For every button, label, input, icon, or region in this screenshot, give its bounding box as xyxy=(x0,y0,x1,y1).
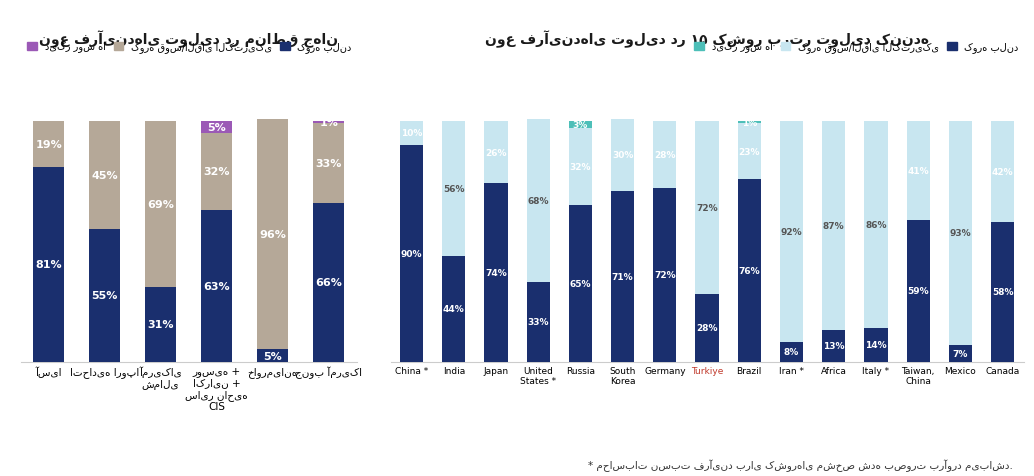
Bar xyxy=(33,167,64,362)
Bar xyxy=(443,122,465,256)
Text: 76%: 76% xyxy=(738,266,760,275)
Text: 31%: 31% xyxy=(148,319,174,329)
Bar xyxy=(696,122,719,295)
Text: 26%: 26% xyxy=(485,149,507,158)
Text: 93%: 93% xyxy=(949,229,971,238)
Bar xyxy=(257,350,288,362)
Bar xyxy=(89,230,120,362)
Text: 81%: 81% xyxy=(35,259,62,269)
Text: 5%: 5% xyxy=(207,123,226,133)
Text: 28%: 28% xyxy=(655,151,675,160)
Title: نوع فرآیندهای تولید در ۱۵ کشور برتر تولید کننده: نوع فرآیندهای تولید در ۱۵ کشور برتر تولی… xyxy=(485,30,930,48)
Text: 66%: 66% xyxy=(315,278,342,288)
Text: 63%: 63% xyxy=(204,281,230,291)
Legend: دیگر روش ها, کوره قوس/القای الکتریکی, کوره بلند: دیگر روش ها, کوره قوس/القای الکتریکی, کو… xyxy=(28,41,352,53)
Text: 10%: 10% xyxy=(401,129,422,138)
Text: 65%: 65% xyxy=(570,279,591,288)
Text: 8%: 8% xyxy=(784,347,799,357)
Text: 86%: 86% xyxy=(865,220,887,229)
Text: 32%: 32% xyxy=(570,163,591,172)
Bar xyxy=(569,122,592,129)
Bar xyxy=(653,189,676,362)
Bar xyxy=(949,122,972,345)
Text: 30%: 30% xyxy=(612,151,634,160)
Bar xyxy=(822,330,846,362)
Bar xyxy=(313,203,344,362)
Text: * محاسبات نسبت فرآیند برای کشورهای مشخص شده بصورت برآورد می‌باشد.: * محاسبات نسبت فرآیند برای کشورهای مشخص … xyxy=(588,459,1013,471)
Bar xyxy=(400,146,423,362)
Bar xyxy=(611,119,634,191)
Text: 3%: 3% xyxy=(573,121,588,130)
Bar xyxy=(400,122,423,146)
Bar xyxy=(569,206,592,362)
Text: 68%: 68% xyxy=(527,197,549,206)
Text: 19%: 19% xyxy=(35,139,62,149)
Bar xyxy=(780,122,803,343)
Bar xyxy=(485,184,508,362)
Bar xyxy=(864,328,887,362)
Bar xyxy=(949,345,972,362)
Bar xyxy=(822,122,846,330)
Bar xyxy=(737,124,761,179)
Text: 90%: 90% xyxy=(401,249,423,258)
Bar xyxy=(611,191,634,362)
Bar xyxy=(145,122,176,288)
Text: 74%: 74% xyxy=(485,268,507,278)
Text: 32%: 32% xyxy=(204,167,230,177)
Bar xyxy=(907,220,930,362)
Bar xyxy=(443,256,465,362)
Text: 87%: 87% xyxy=(823,222,845,230)
Bar xyxy=(313,122,344,124)
Text: 42%: 42% xyxy=(992,168,1013,177)
Bar xyxy=(696,295,719,362)
Bar xyxy=(864,122,887,328)
Bar xyxy=(485,122,508,184)
Bar xyxy=(202,134,232,210)
Bar xyxy=(653,122,676,189)
Text: 28%: 28% xyxy=(696,324,718,333)
Bar xyxy=(737,179,761,362)
Text: 58%: 58% xyxy=(992,288,1013,297)
Text: 69%: 69% xyxy=(147,199,174,209)
Text: 72%: 72% xyxy=(655,271,675,280)
Text: 41%: 41% xyxy=(907,167,929,175)
Text: 45%: 45% xyxy=(91,171,118,181)
Text: 44%: 44% xyxy=(443,305,464,313)
Text: 13%: 13% xyxy=(823,342,845,351)
Text: 92%: 92% xyxy=(781,228,802,237)
Text: 96%: 96% xyxy=(260,229,286,239)
Bar xyxy=(526,283,550,362)
Bar xyxy=(907,122,930,220)
Bar xyxy=(526,119,550,283)
Bar xyxy=(313,124,344,203)
Bar xyxy=(257,119,288,350)
Bar xyxy=(145,288,176,362)
Text: 55%: 55% xyxy=(91,291,118,301)
Text: 33%: 33% xyxy=(315,159,342,169)
Bar xyxy=(202,122,232,134)
Title: نوع فرآیندهای تولید در مناطق جهان: نوع فرآیندهای تولید در مناطق جهان xyxy=(39,30,338,48)
Text: 59%: 59% xyxy=(907,287,929,296)
Text: 71%: 71% xyxy=(612,272,634,281)
Bar xyxy=(202,210,232,362)
Bar xyxy=(991,122,1014,222)
Legend: دیگر روش ها, کوره قوس/القای الکتریکی, کوره بلند: دیگر روش ها, کوره قوس/القای الکتریکی, کو… xyxy=(695,41,1018,53)
Text: 72%: 72% xyxy=(696,204,718,213)
Text: 23%: 23% xyxy=(738,147,760,156)
Bar xyxy=(569,129,592,206)
Bar xyxy=(737,122,761,124)
Text: 56%: 56% xyxy=(444,184,464,193)
Text: 7%: 7% xyxy=(952,349,968,358)
Text: 5%: 5% xyxy=(264,351,282,361)
Bar xyxy=(89,122,120,230)
Text: 14%: 14% xyxy=(865,340,887,349)
Bar xyxy=(991,222,1014,362)
Text: 1%: 1% xyxy=(320,118,338,128)
Text: 1%: 1% xyxy=(741,119,757,128)
Bar xyxy=(33,122,64,167)
Bar xyxy=(780,343,803,362)
Text: 33%: 33% xyxy=(527,317,549,327)
